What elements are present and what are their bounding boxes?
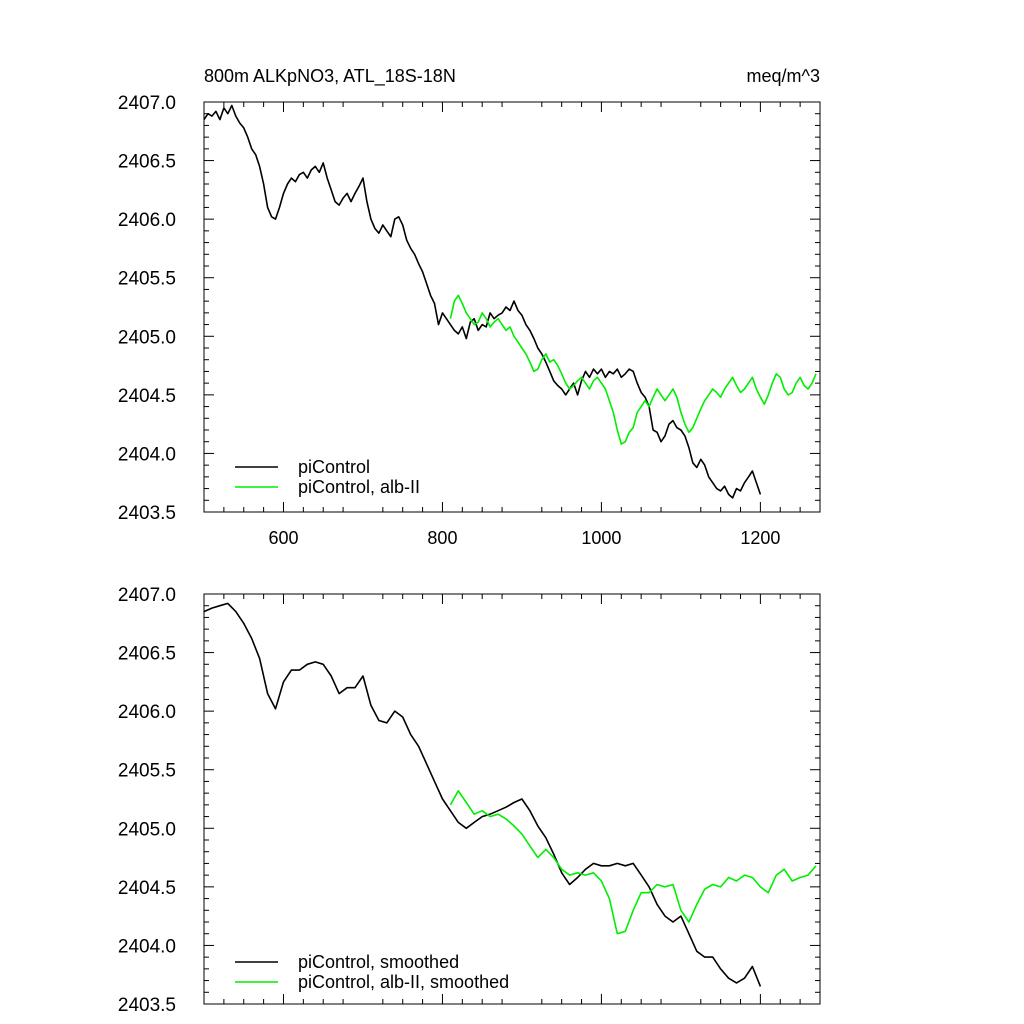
x-tick-label: 600 <box>268 528 298 548</box>
y-tick-label: 2404.0 <box>118 936 176 957</box>
y-tick-label: 2406.0 <box>118 702 176 723</box>
x-tick-label: 800 <box>427 528 457 548</box>
y-tick-label: 2404.5 <box>118 878 176 899</box>
y-tick-label: 2405.5 <box>118 761 176 782</box>
series-line <box>449 789 817 935</box>
series-line <box>203 602 762 987</box>
legend-label: piControl, alb-II, smoothed <box>298 972 509 992</box>
y-tick-label: 2405.0 <box>118 819 176 840</box>
legend-label: piControl <box>298 457 370 477</box>
units-label: meq/m^3 <box>747 66 820 86</box>
y-tick-label: 2405.0 <box>118 327 176 348</box>
bottom-panel: 2403.5 2404.0 2404.5 2405.0 2405.5 2406.0 2406… <box>118 585 821 1016</box>
y-tick-label: 2404.5 <box>118 386 176 407</box>
legend-label: piControl, smoothed <box>298 952 459 972</box>
chart-title: 800m ALKpNO3, ATL_18S-18N <box>204 66 456 87</box>
y-tick-label: 2403.5 <box>118 995 176 1016</box>
x-tick-label: 1000 <box>581 528 621 548</box>
y-tick-label: 2406.5 <box>118 644 176 665</box>
top-panel: 600 800 1000 1200 2403.5 2404.0 2404.5 2405.0 24… <box>118 93 821 548</box>
series-line <box>449 294 817 445</box>
y-tick-label: 2407.0 <box>118 585 176 606</box>
y-tick-label: 2406.0 <box>118 210 176 231</box>
plot-frame <box>203 101 821 513</box>
series-line <box>203 104 762 499</box>
y-tick-label: 2404.0 <box>118 444 176 465</box>
legend-label: piControl, alb-II <box>298 477 420 497</box>
plot-frame <box>203 593 821 1005</box>
y-tick-label: 2403.5 <box>118 503 176 524</box>
x-tick-label: 1200 <box>740 528 780 548</box>
y-tick-label: 2407.0 <box>118 93 176 114</box>
y-tick-label: 2406.5 <box>118 152 176 173</box>
y-tick-label: 2405.5 <box>118 269 176 290</box>
